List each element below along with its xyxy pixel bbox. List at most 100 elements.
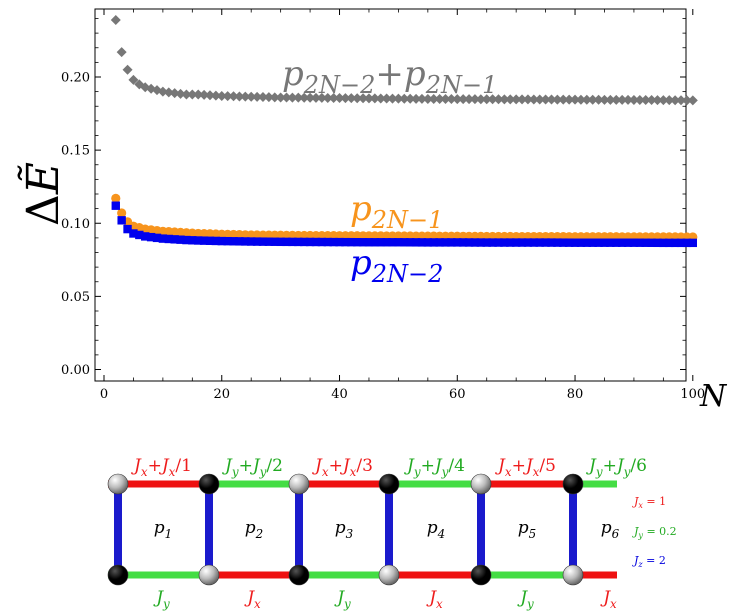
data-point-square bbox=[441, 238, 450, 247]
data-point-square bbox=[270, 237, 279, 246]
data-point-diamond bbox=[428, 93, 439, 104]
data-point-square bbox=[659, 238, 668, 248]
data-point-square bbox=[235, 237, 244, 246]
data-point-square bbox=[464, 238, 474, 247]
data-point-square bbox=[670, 238, 680, 248]
data-point-diamond bbox=[210, 90, 221, 101]
plaquette-label: p4​ bbox=[427, 518, 445, 541]
tick-labels: 0 20 40 60 80 100 0.00 0.05 0.10 0.15 0.20 bbox=[61, 71, 705, 403]
series-p2N-1 bbox=[111, 193, 698, 242]
data-point-diamond bbox=[287, 92, 298, 103]
y-tick-label: 0.05 bbox=[61, 290, 90, 305]
data-point-square bbox=[158, 234, 168, 243]
data-marks bbox=[110, 14, 698, 248]
data-point-square bbox=[647, 238, 656, 247]
site-black bbox=[198, 473, 220, 495]
data-point-diamond bbox=[163, 87, 174, 98]
data-point-diamond bbox=[522, 94, 533, 105]
data-point-square bbox=[623, 238, 633, 247]
data-point-diamond bbox=[363, 93, 374, 104]
data-point-square bbox=[458, 238, 468, 247]
data-point-diamond bbox=[128, 74, 139, 85]
data-point-diamond bbox=[646, 95, 657, 106]
plaquette-label: p3​ bbox=[335, 518, 353, 541]
data-point-diamond bbox=[587, 94, 598, 105]
data-point-square bbox=[323, 237, 332, 247]
data-point-diamond bbox=[652, 95, 663, 106]
data-point-diamond bbox=[623, 94, 634, 105]
bottom-coupling-label: Jy​ bbox=[517, 588, 534, 611]
data-point-diamond bbox=[640, 95, 651, 106]
data-point-square bbox=[111, 201, 120, 210]
data-point-diamond bbox=[328, 93, 339, 104]
x-tick-label: 80 bbox=[567, 387, 584, 402]
top-coupling-label: Jy​+Jy​/6 bbox=[586, 456, 647, 479]
data-point-diamond bbox=[570, 94, 581, 105]
data-point-square bbox=[176, 235, 185, 244]
data-point-diamond bbox=[393, 93, 404, 104]
data-point-square bbox=[258, 237, 268, 246]
data-point-diamond bbox=[493, 94, 504, 105]
data-point-square bbox=[252, 237, 262, 246]
series-labels: p2N−2+p2N−1​ p2N−1​ p2N−2​ bbox=[282, 54, 497, 288]
data-point-square bbox=[129, 229, 138, 238]
data-point-square bbox=[223, 236, 232, 246]
data-point-diamond bbox=[446, 94, 457, 105]
data-point-square bbox=[152, 233, 162, 243]
axis-labels: N ΔẼ bbox=[16, 162, 728, 414]
data-point-square bbox=[588, 238, 597, 247]
data-point-diamond bbox=[193, 89, 204, 100]
x-tick-label: 20 bbox=[213, 387, 230, 402]
data-point-diamond bbox=[528, 94, 539, 105]
data-point-diamond bbox=[440, 94, 451, 105]
data-point-diamond bbox=[558, 94, 569, 105]
bottom-coupling-label: Jx​ bbox=[600, 588, 617, 611]
series-p2N-2 bbox=[111, 201, 697, 248]
data-point-square bbox=[282, 237, 291, 247]
data-point-square bbox=[665, 238, 674, 248]
data-point-square bbox=[364, 238, 374, 247]
data-point-square bbox=[547, 238, 556, 247]
data-point-square bbox=[494, 238, 503, 247]
coupling-value-y: Jy = 0.2 bbox=[632, 525, 677, 540]
data-point-square bbox=[582, 238, 592, 247]
site-white bbox=[562, 564, 584, 586]
data-point-square bbox=[629, 238, 639, 247]
x-tick-label: 60 bbox=[449, 387, 466, 402]
x-tick-label: 40 bbox=[331, 387, 348, 402]
data-point-square bbox=[688, 238, 697, 248]
data-point-square bbox=[164, 234, 173, 244]
top-coupling-label: Jy​+Jy​/2 bbox=[222, 456, 283, 479]
plaquette-label: p6​ bbox=[601, 518, 620, 541]
data-point-diamond bbox=[187, 89, 198, 100]
data-point-square bbox=[635, 238, 645, 247]
data-point-square bbox=[535, 238, 544, 247]
series-label-even: p2N−2​ bbox=[350, 243, 443, 288]
data-point-diamond bbox=[246, 91, 257, 102]
data-point-square bbox=[182, 235, 191, 245]
site-black bbox=[378, 473, 400, 495]
ladder-diagram: Jx​+Jx​/1 Jy​+Jy​/2 Jx​+Jx​/3 Jy​+Jy​/4 Jx​+… bbox=[107, 456, 677, 611]
data-point-square bbox=[453, 238, 462, 247]
plaquette-label: p5​ bbox=[518, 518, 536, 541]
data-point-square bbox=[482, 238, 491, 247]
data-point-square bbox=[170, 235, 179, 244]
data-point-diamond bbox=[581, 94, 592, 105]
data-point-diamond bbox=[540, 94, 551, 105]
plaquette-label: p2​ bbox=[245, 518, 263, 541]
top-coupling-label: Jy​+Jy​/4 bbox=[404, 456, 465, 479]
data-point-square bbox=[488, 238, 497, 247]
data-point-diamond bbox=[116, 47, 127, 58]
site-black bbox=[470, 564, 492, 586]
data-point-diamond bbox=[534, 94, 545, 105]
data-point-square bbox=[146, 232, 156, 242]
data-point-square bbox=[388, 238, 397, 247]
data-point-square bbox=[617, 238, 627, 247]
data-point-diamond bbox=[628, 94, 639, 105]
y-tick-label: 0.20 bbox=[61, 71, 90, 86]
data-point-square bbox=[594, 238, 603, 247]
data-point-diamond bbox=[340, 93, 351, 104]
data-point-diamond bbox=[499, 94, 510, 105]
data-point-diamond bbox=[481, 94, 492, 105]
